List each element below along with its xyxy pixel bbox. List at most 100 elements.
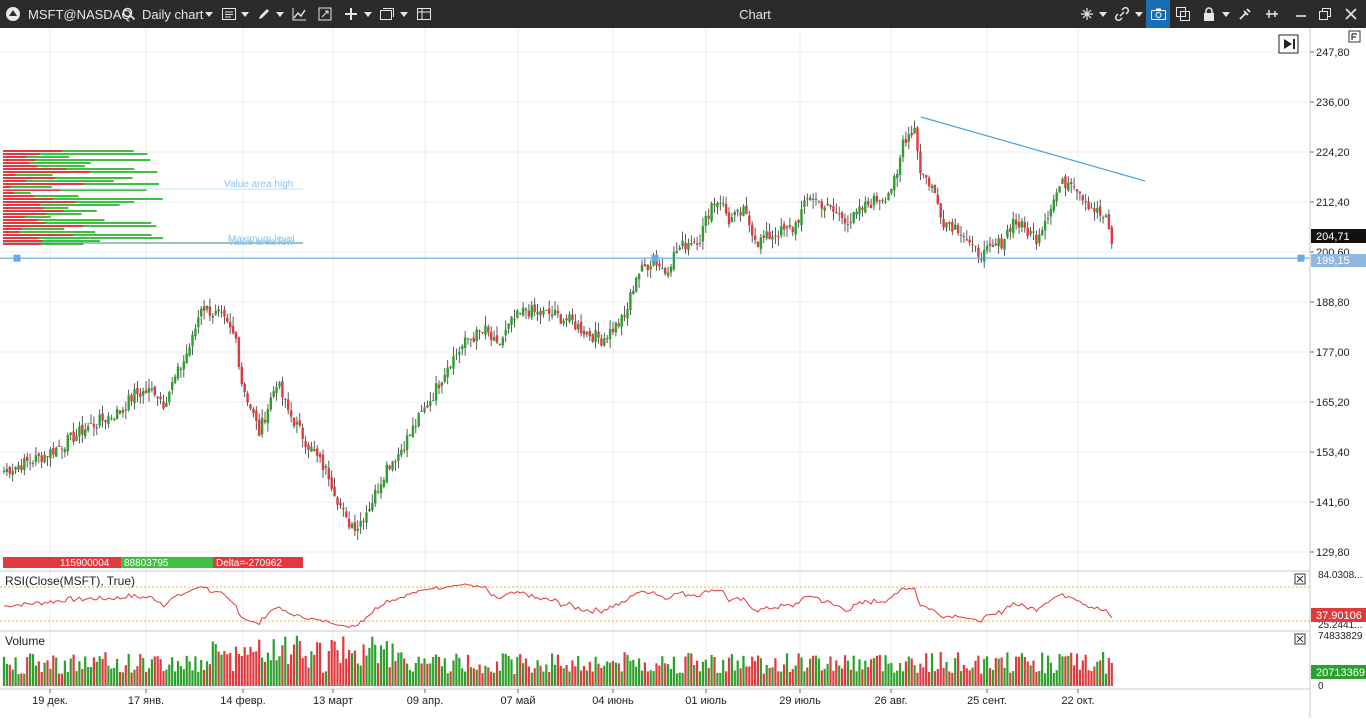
profile-bar-sell <box>3 177 56 179</box>
volume-bar <box>780 671 783 686</box>
indicators-icon[interactable] <box>289 0 309 28</box>
data-table-icon[interactable] <box>414 0 434 28</box>
symbol-selector[interactable]: MSFT@NASDAQ <box>28 6 132 22</box>
go-to-end-button[interactable] <box>1278 34 1299 54</box>
candle-down <box>246 393 249 403</box>
time-axis[interactable]: 19 дек. 17 янв. 14 февр. 13 март 09 апр. 07 м… <box>32 689 1095 707</box>
volume-bar <box>823 668 826 686</box>
candle-up <box>855 211 858 215</box>
crosshair-dropdown-icon[interactable] <box>1097 0 1109 28</box>
candle-up <box>730 217 734 222</box>
timeframe-selector[interactable]: Daily chart <box>142 0 204 28</box>
lock-dropdown-icon[interactable] <box>1220 0 1232 28</box>
tools-wrench-icon[interactable] <box>1235 0 1255 28</box>
timeframe-dropdown-icon[interactable] <box>203 0 215 28</box>
candle-up <box>400 449 403 456</box>
volume-bar <box>403 658 406 686</box>
candle-down <box>748 215 751 226</box>
add-dropdown-icon[interactable] <box>362 0 374 28</box>
search-icon[interactable] <box>120 0 138 28</box>
profile-bar-buy <box>3 177 133 179</box>
candle-up <box>423 407 426 412</box>
crosshair-icon[interactable] <box>1077 0 1097 28</box>
link-icon[interactable] <box>1112 0 1132 28</box>
candle-down <box>956 225 960 234</box>
rsi-current-label: 37.90106 <box>1316 610 1362 622</box>
volume-bar <box>678 672 681 686</box>
drawing-tools-dropdown-icon[interactable] <box>274 0 286 28</box>
link-dropdown-icon[interactable] <box>1133 0 1145 28</box>
candle-down <box>258 419 261 436</box>
volume-bar <box>1102 652 1105 686</box>
volume-bar <box>17 673 20 686</box>
candle-down <box>298 420 301 426</box>
duplicate-window-icon[interactable] <box>1173 0 1193 28</box>
candle-up <box>1104 215 1108 218</box>
volume-bar <box>701 661 704 686</box>
drawing-tools-icon[interactable] <box>254 0 274 28</box>
candle-up <box>185 353 188 364</box>
candle-up <box>55 447 58 457</box>
volume-bar <box>52 655 55 686</box>
profile-bar-sell <box>3 171 90 173</box>
volume-bar <box>884 655 887 686</box>
candle-up <box>121 409 125 413</box>
volume-bar <box>1081 660 1084 686</box>
chart-menu-icon[interactable] <box>1348 30 1361 43</box>
level-line-handle[interactable] <box>13 254 21 262</box>
close-icon[interactable] <box>1340 0 1362 28</box>
volume-bar <box>397 652 400 686</box>
candle-down <box>313 449 316 452</box>
rsi-top-label: 84.0308... <box>1318 570 1362 581</box>
trendline[interactable] <box>920 116 1146 182</box>
volume-bar <box>336 650 339 686</box>
candle-up <box>884 201 887 203</box>
volume-bar <box>1055 670 1058 686</box>
volume-bar <box>1009 672 1012 686</box>
volume-bar <box>432 657 435 686</box>
price-axis[interactable]: 247,80236,00224,20212,40200,60188,80177,… <box>1310 47 1350 559</box>
volume-bar <box>812 655 815 686</box>
volume-panel[interactable]: Volume 74833829 20713369 0 <box>2 631 1366 692</box>
candle-up <box>716 202 719 208</box>
volume-close-button[interactable] <box>1294 633 1306 645</box>
volume-bar <box>63 660 66 686</box>
candle-up <box>275 387 278 394</box>
candle-down <box>252 408 255 414</box>
candle-up <box>809 197 812 201</box>
volume-bar <box>742 655 745 686</box>
chart-area[interactable]: Value area high Maximum level Value area… <box>0 28 1366 718</box>
restore-icon[interactable] <box>1314 0 1336 28</box>
rsi-panel[interactable]: RSI(Close(MSFT), True) 84.0308... 25.244… <box>0 570 1366 631</box>
level-line-handle[interactable] <box>1297 254 1305 262</box>
volume-bar <box>638 658 641 686</box>
trendline-segment[interactable] <box>920 116 1146 182</box>
minimize-icon[interactable] <box>1290 0 1312 28</box>
chart-settings-icon[interactable] <box>219 0 239 28</box>
chart-settings-dropdown-icon[interactable] <box>239 0 251 28</box>
volume-bar <box>1067 655 1070 686</box>
candle-up <box>542 310 545 315</box>
pin-icon[interactable] <box>1262 0 1282 28</box>
lock-icon[interactable] <box>1199 0 1219 28</box>
level-line-handle[interactable] <box>651 254 659 262</box>
candle-down <box>835 212 838 214</box>
window-layout-dropdown-icon[interactable] <box>398 0 410 28</box>
volume-bar <box>1023 657 1026 686</box>
candle-down <box>942 218 945 228</box>
volume-current-label: 20713369 <box>1316 667 1365 679</box>
window-layout-icon[interactable] <box>377 0 397 28</box>
volume-bar <box>168 664 171 686</box>
price-level-line[interactable] <box>0 254 1310 262</box>
volume-bar <box>548 672 551 686</box>
candles <box>2 120 1113 540</box>
templates-icon[interactable] <box>315 0 335 28</box>
add-icon[interactable] <box>341 0 361 28</box>
candle-up <box>17 465 20 470</box>
rsi-close-button[interactable] <box>1294 573 1306 585</box>
candle-down <box>588 330 591 337</box>
screenshot-camera-icon[interactable] <box>1146 0 1170 28</box>
candle-down <box>1093 208 1096 212</box>
profile-bar-sell <box>3 219 38 221</box>
volume-bar <box>92 657 95 686</box>
